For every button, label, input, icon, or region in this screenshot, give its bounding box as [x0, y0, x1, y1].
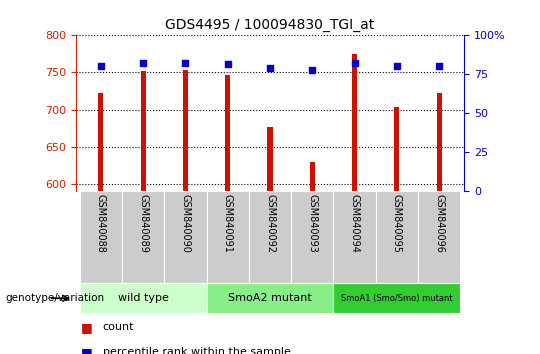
Text: wild type: wild type — [118, 293, 168, 303]
Bar — [122, 191, 164, 283]
Text: GSM840090: GSM840090 — [180, 194, 191, 253]
Bar — [98, 93, 104, 191]
Text: GSM840092: GSM840092 — [265, 194, 275, 253]
Text: GSM840096: GSM840096 — [434, 194, 444, 253]
Text: GSM840089: GSM840089 — [138, 194, 148, 253]
Text: percentile rank within the sample: percentile rank within the sample — [103, 347, 291, 354]
Point — [224, 61, 232, 67]
Bar — [183, 70, 188, 191]
Bar — [249, 191, 291, 283]
Bar — [207, 191, 249, 283]
Point — [308, 68, 316, 73]
Bar — [310, 162, 315, 191]
Bar — [141, 71, 146, 191]
Point — [97, 63, 105, 69]
Bar — [80, 191, 122, 283]
Point — [266, 65, 274, 71]
Text: GSM840093: GSM840093 — [307, 194, 318, 253]
Text: genotype/variation: genotype/variation — [5, 293, 105, 303]
Bar — [418, 191, 460, 283]
Text: SmoA1 (Smo/Smo) mutant: SmoA1 (Smo/Smo) mutant — [341, 294, 453, 303]
Bar — [333, 283, 460, 313]
Point — [181, 60, 190, 65]
Text: ■: ■ — [81, 321, 93, 334]
Text: GSM840094: GSM840094 — [349, 194, 360, 253]
Bar — [164, 191, 207, 283]
Text: count: count — [103, 322, 134, 332]
Point — [435, 63, 443, 69]
Point — [350, 60, 359, 65]
Bar — [394, 107, 399, 191]
Text: GSM840091: GSM840091 — [222, 194, 233, 253]
Bar — [207, 283, 333, 313]
Title: GDS4495 / 100094830_TGI_at: GDS4495 / 100094830_TGI_at — [165, 18, 375, 32]
Bar — [352, 54, 357, 191]
Bar — [436, 93, 442, 191]
Bar — [376, 191, 418, 283]
Text: ■: ■ — [81, 346, 93, 354]
Bar — [267, 127, 273, 191]
Bar — [225, 75, 230, 191]
Bar — [291, 191, 333, 283]
Bar — [333, 191, 376, 283]
Point — [393, 63, 401, 69]
Text: GSM840095: GSM840095 — [392, 194, 402, 253]
Text: SmoA2 mutant: SmoA2 mutant — [228, 293, 312, 303]
Text: GSM840088: GSM840088 — [96, 194, 106, 253]
Point — [139, 61, 147, 66]
Bar — [80, 283, 207, 313]
